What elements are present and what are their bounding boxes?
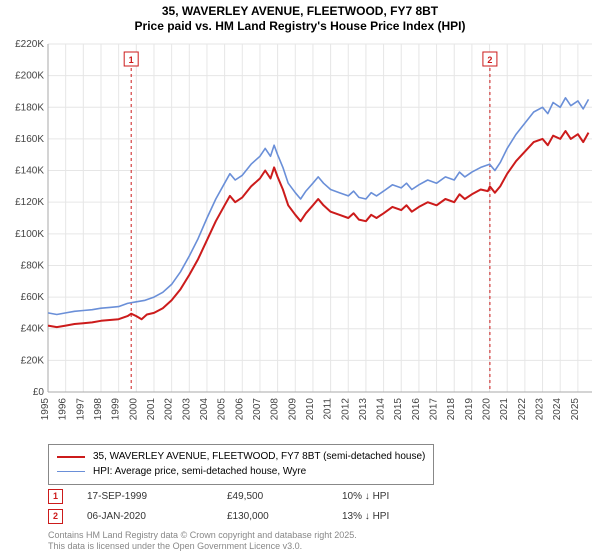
sales-date: 06-JAN-2020 [87,511,227,522]
svg-text:2023: 2023 [535,398,546,421]
svg-text:2: 2 [487,55,492,65]
sales-table: 1 17-SEP-1999 £49,500 10% ↓ HPI 2 06-JAN… [48,486,389,526]
svg-text:£0: £0 [33,387,45,398]
footer-line-1: Contains HM Land Registry data © Crown c… [48,530,357,541]
svg-text:2016: 2016 [411,398,422,421]
svg-text:1997: 1997 [75,398,86,421]
sales-hpi: 13% ↓ HPI [342,511,389,522]
svg-text:2014: 2014 [376,398,387,421]
legend-item: 35, WAVERLEY AVENUE, FLEETWOOD, FY7 8BT … [57,449,425,464]
sales-price: £130,000 [227,511,342,522]
svg-text:£220K: £220K [15,39,44,50]
sales-hpi: 10% ↓ HPI [342,491,389,502]
svg-text:2000: 2000 [128,398,139,421]
svg-text:2020: 2020 [482,398,493,421]
svg-text:2003: 2003 [181,398,192,421]
svg-text:2008: 2008 [270,398,281,421]
legend-item: HPI: Average price, semi-detached house,… [57,464,425,479]
footer-attribution: Contains HM Land Registry data © Crown c… [48,530,357,553]
title-line-2: Price paid vs. HM Land Registry's House … [0,19,600,34]
svg-text:2001: 2001 [146,398,157,421]
sales-row: 2 06-JAN-2020 £130,000 13% ↓ HPI [48,506,389,526]
legend-label: HPI: Average price, semi-detached house,… [93,464,306,479]
chart-svg: £0 £20K £40K £60K £80K £100K £120K £140K £160K £1… [0,38,600,438]
chart-container: 35, WAVERLEY AVENUE, FLEETWOOD, FY7 8BT … [0,0,600,560]
svg-text:2015: 2015 [393,398,404,421]
svg-text:1: 1 [129,55,134,65]
title-line-1: 35, WAVERLEY AVENUE, FLEETWOOD, FY7 8BT [0,4,600,19]
svg-text:£100K: £100K [15,229,44,240]
legend-swatch [57,456,85,458]
svg-text:2011: 2011 [323,398,334,420]
svg-text:1999: 1999 [111,398,122,421]
sales-row: 1 17-SEP-1999 £49,500 10% ↓ HPI [48,486,389,506]
svg-text:2022: 2022 [517,398,528,421]
svg-text:1995: 1995 [40,398,51,421]
svg-text:2018: 2018 [446,398,457,421]
chart-plot-area: £0 £20K £40K £60K £80K £100K £120K £140K £160K £1… [0,38,600,438]
svg-text:2009: 2009 [287,398,298,421]
legend: 35, WAVERLEY AVENUE, FLEETWOOD, FY7 8BT … [48,444,434,485]
svg-text:2024: 2024 [552,398,563,421]
sales-price: £49,500 [227,491,342,502]
sales-date: 17-SEP-1999 [87,491,227,502]
svg-text:2013: 2013 [358,398,369,421]
footer-line-2: This data is licensed under the Open Gov… [48,541,357,552]
legend-swatch [57,471,85,472]
svg-text:1996: 1996 [58,398,69,421]
svg-text:1998: 1998 [93,398,104,421]
svg-text:£80K: £80K [21,260,45,271]
svg-text:2005: 2005 [217,398,228,421]
svg-text:2017: 2017 [429,398,440,421]
svg-text:2019: 2019 [464,398,475,421]
marker-badge: 2 [48,509,63,524]
svg-text:2025: 2025 [570,398,581,421]
svg-text:2010: 2010 [305,398,316,421]
svg-text:£60K: £60K [21,292,45,303]
svg-text:£20K: £20K [21,355,45,366]
svg-text:£120K: £120K [15,197,44,208]
svg-text:£40K: £40K [21,324,45,335]
svg-text:£200K: £200K [15,71,44,82]
svg-text:£140K: £140K [15,166,44,177]
svg-text:2004: 2004 [199,398,210,421]
svg-text:2007: 2007 [252,398,263,421]
svg-text:2012: 2012 [340,398,351,421]
svg-text:£180K: £180K [15,102,44,113]
chart-title: 35, WAVERLEY AVENUE, FLEETWOOD, FY7 8BT … [0,0,600,34]
svg-text:2006: 2006 [234,398,245,421]
marker-badge: 1 [48,489,63,504]
svg-text:2002: 2002 [164,398,175,421]
svg-text:2021: 2021 [499,398,510,421]
legend-label: 35, WAVERLEY AVENUE, FLEETWOOD, FY7 8BT … [93,449,425,464]
svg-text:£160K: £160K [15,134,44,145]
